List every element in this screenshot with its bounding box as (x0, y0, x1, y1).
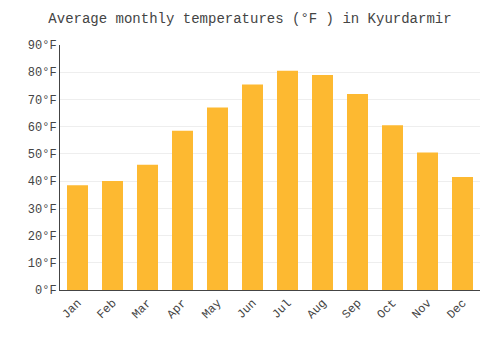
svg-text:Nov: Nov (409, 297, 434, 322)
svg-text:Average monthly temperatures (: Average monthly temperatures (°F ) in Ky… (48, 11, 451, 27)
svg-text:Jan: Jan (59, 297, 84, 322)
svg-text:10°F: 10°F (28, 257, 57, 271)
svg-text:Apr: Apr (164, 297, 189, 322)
svg-text:30°F: 30°F (28, 203, 57, 217)
svg-text:20°F: 20°F (28, 230, 57, 244)
svg-text:80°F: 80°F (28, 66, 57, 80)
svg-text:40°F: 40°F (28, 175, 57, 189)
svg-text:Dec: Dec (444, 297, 469, 322)
svg-text:Mar: Mar (129, 297, 154, 322)
svg-text:Sep: Sep (339, 297, 364, 322)
svg-text:Feb: Feb (94, 297, 119, 322)
svg-text:0°F: 0°F (35, 284, 57, 298)
svg-text:Jul: Jul (269, 297, 294, 322)
svg-text:50°F: 50°F (28, 148, 57, 162)
svg-text:Jun: Jun (234, 297, 259, 322)
svg-text:May: May (199, 297, 224, 322)
svg-text:60°F: 60°F (28, 121, 57, 135)
svg-text:Oct: Oct (374, 297, 399, 322)
svg-text:90°F: 90°F (28, 39, 57, 53)
svg-text:70°F: 70°F (28, 94, 57, 108)
svg-text:Aug: Aug (304, 297, 329, 322)
